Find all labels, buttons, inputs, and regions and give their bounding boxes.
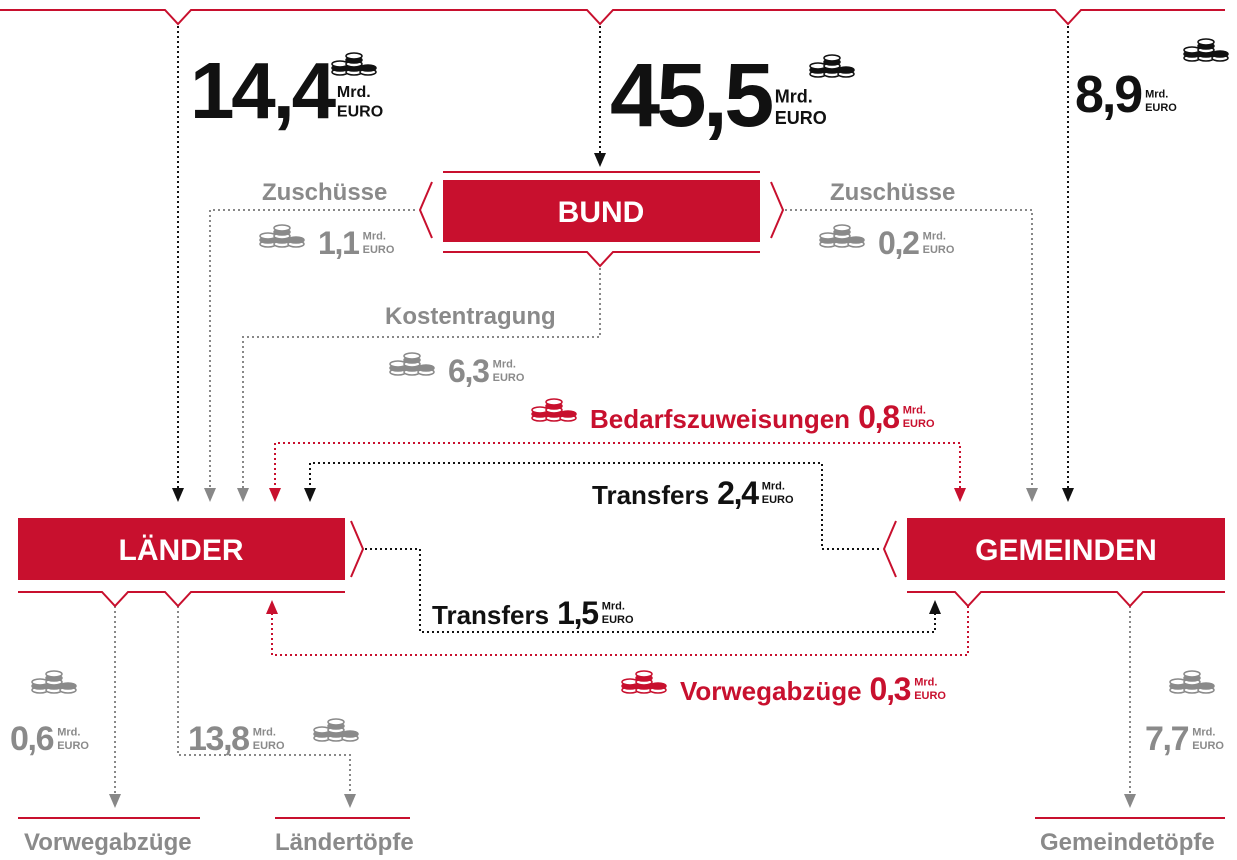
unit: Mrd. [923, 231, 946, 243]
amount: 14,4 [190, 46, 337, 135]
amount: 1,1 [318, 225, 359, 261]
amount: 0,8 [858, 399, 899, 435]
coin-icon [621, 670, 667, 694]
unit: Mrd. [1192, 727, 1215, 739]
unit: Mrd. [253, 727, 276, 739]
amount: 0,2 [878, 225, 919, 261]
unit: EURO [253, 740, 285, 752]
unit: EURO [762, 494, 794, 506]
unit: Mrd. [903, 405, 926, 417]
gemeinden-box [907, 518, 1225, 580]
flow-label: Kostentragung [385, 303, 556, 330]
flow-label: Zuschüsse [262, 179, 387, 206]
coin-icon [1183, 38, 1229, 62]
bund-frame [418, 171, 785, 268]
unit: Mrd. [1145, 89, 1168, 101]
amount: 0,3 [870, 671, 911, 707]
node-label: GEMEINDEN [975, 534, 1157, 567]
connectors [109, 26, 1136, 808]
coin-icon [31, 670, 77, 694]
amount: 2,4 [717, 475, 759, 511]
unit: Mrd. [363, 231, 386, 243]
unit: EURO [363, 244, 395, 256]
coin-icon [819, 224, 865, 248]
unit: EURO [57, 740, 89, 752]
gemeinden-frame [882, 520, 1225, 608]
unit: Mrd. [57, 727, 80, 739]
target-label: Ländertöpfe [275, 829, 414, 856]
top-line [0, 9, 1225, 26]
target-label: Vorwegabzüge [24, 829, 192, 856]
coin-icon [389, 352, 435, 376]
coin-icon [331, 52, 377, 76]
flow-label: Vorwegabzüge [680, 676, 862, 706]
flow-label: Transfers [592, 480, 709, 510]
target-label: Gemeindetöpfe [1040, 829, 1215, 856]
unit: EURO [493, 372, 525, 384]
unit: Mrd. [762, 481, 785, 493]
unit: Mrd. [914, 677, 937, 689]
unit: EURO [337, 103, 383, 120]
unit: EURO [903, 418, 935, 430]
coin-icon [809, 54, 855, 78]
coin-icon [313, 718, 359, 742]
laender-box [18, 518, 345, 580]
node-label: LÄNDER [119, 534, 244, 567]
unit: Mrd. [602, 601, 625, 613]
unit: Mrd. [493, 359, 516, 371]
amount: 8,9 [1075, 66, 1141, 124]
amount: 6,3 [448, 353, 489, 389]
flow-label: Transfers [432, 600, 549, 630]
coin-icon [259, 224, 305, 248]
unit: EURO [1145, 102, 1177, 114]
coin-icon [1169, 670, 1215, 694]
unit: Mrd. [337, 84, 371, 101]
unit: EURO [775, 108, 827, 128]
unit: Mrd. [775, 87, 813, 107]
unit: EURO [602, 614, 634, 626]
flow-label: Bedarfszuweisungen [590, 404, 850, 434]
unit: EURO [914, 690, 946, 702]
unit: EURO [923, 244, 955, 256]
amount: 0,6 [10, 720, 54, 758]
amount: 1,5 [557, 595, 598, 631]
laender-frame [18, 520, 365, 608]
coin-icon [531, 398, 577, 422]
amount: 7,7 [1145, 720, 1189, 758]
amount: 13,8 [188, 720, 249, 758]
bund-box [443, 180, 760, 242]
flow-label: Zuschüsse [830, 179, 955, 206]
amount: 45,5 [610, 46, 772, 146]
node-label: BUND [558, 196, 645, 229]
unit: EURO [1192, 740, 1224, 752]
